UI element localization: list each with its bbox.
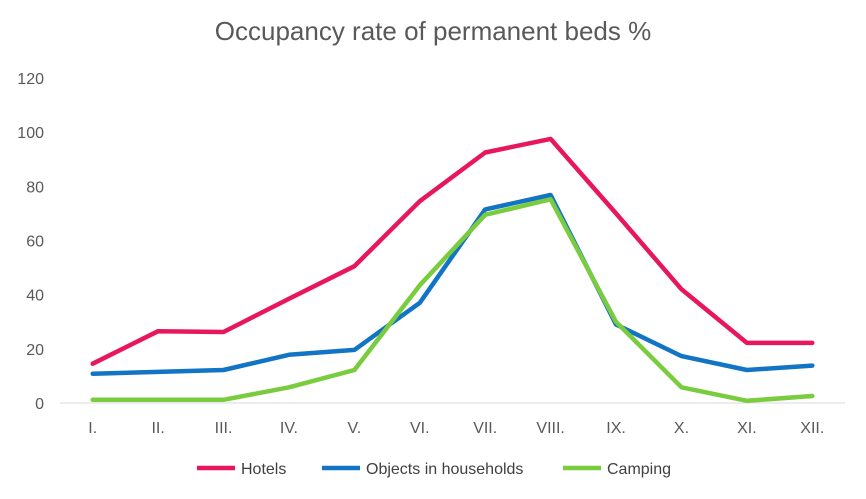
y-tick-label: 20 <box>26 342 44 359</box>
chart-title: Occupancy rate of permanent beds % <box>214 16 652 46</box>
x-tick-label: VI. <box>410 420 430 437</box>
x-tick-label: VIII. <box>536 420 564 437</box>
x-tick-label: III. <box>215 420 233 437</box>
x-tick-label: XI. <box>737 420 757 437</box>
series-line-camping <box>90 197 815 404</box>
x-tick-label: I. <box>88 420 97 437</box>
legend-label: Camping <box>607 461 671 478</box>
y-tick-label: 60 <box>26 234 44 251</box>
y-tick-label: 80 <box>26 179 44 196</box>
x-tick-label: IX. <box>606 420 626 437</box>
y-tick-label: 0 <box>35 396 44 413</box>
x-tick-label: X. <box>674 420 689 437</box>
y-axis-ticks: 0 20 40 60 80 100 120 <box>17 71 44 413</box>
x-tick-label: VII. <box>473 420 497 437</box>
x-tick-label: II. <box>151 420 164 437</box>
x-tick-label: V. <box>348 420 362 437</box>
series-lines <box>90 136 815 404</box>
y-tick-label: 100 <box>17 125 44 142</box>
legend-label: Objects in households <box>366 461 523 478</box>
x-axis-ticks: I. II. III. IV. V. VI. VII. VIII. IX. X. XI. XII. <box>88 420 824 437</box>
series-line-objects-in-households <box>90 192 815 377</box>
x-tick-label: IV. <box>280 420 298 437</box>
x-tick-label: XII. <box>800 420 824 437</box>
y-tick-label: 40 <box>26 288 44 305</box>
y-tick-label: 120 <box>17 71 44 88</box>
legend: Hotels Objects in households Camping <box>197 461 671 478</box>
series-line-hotels <box>90 136 815 366</box>
legend-label: Hotels <box>241 461 286 478</box>
